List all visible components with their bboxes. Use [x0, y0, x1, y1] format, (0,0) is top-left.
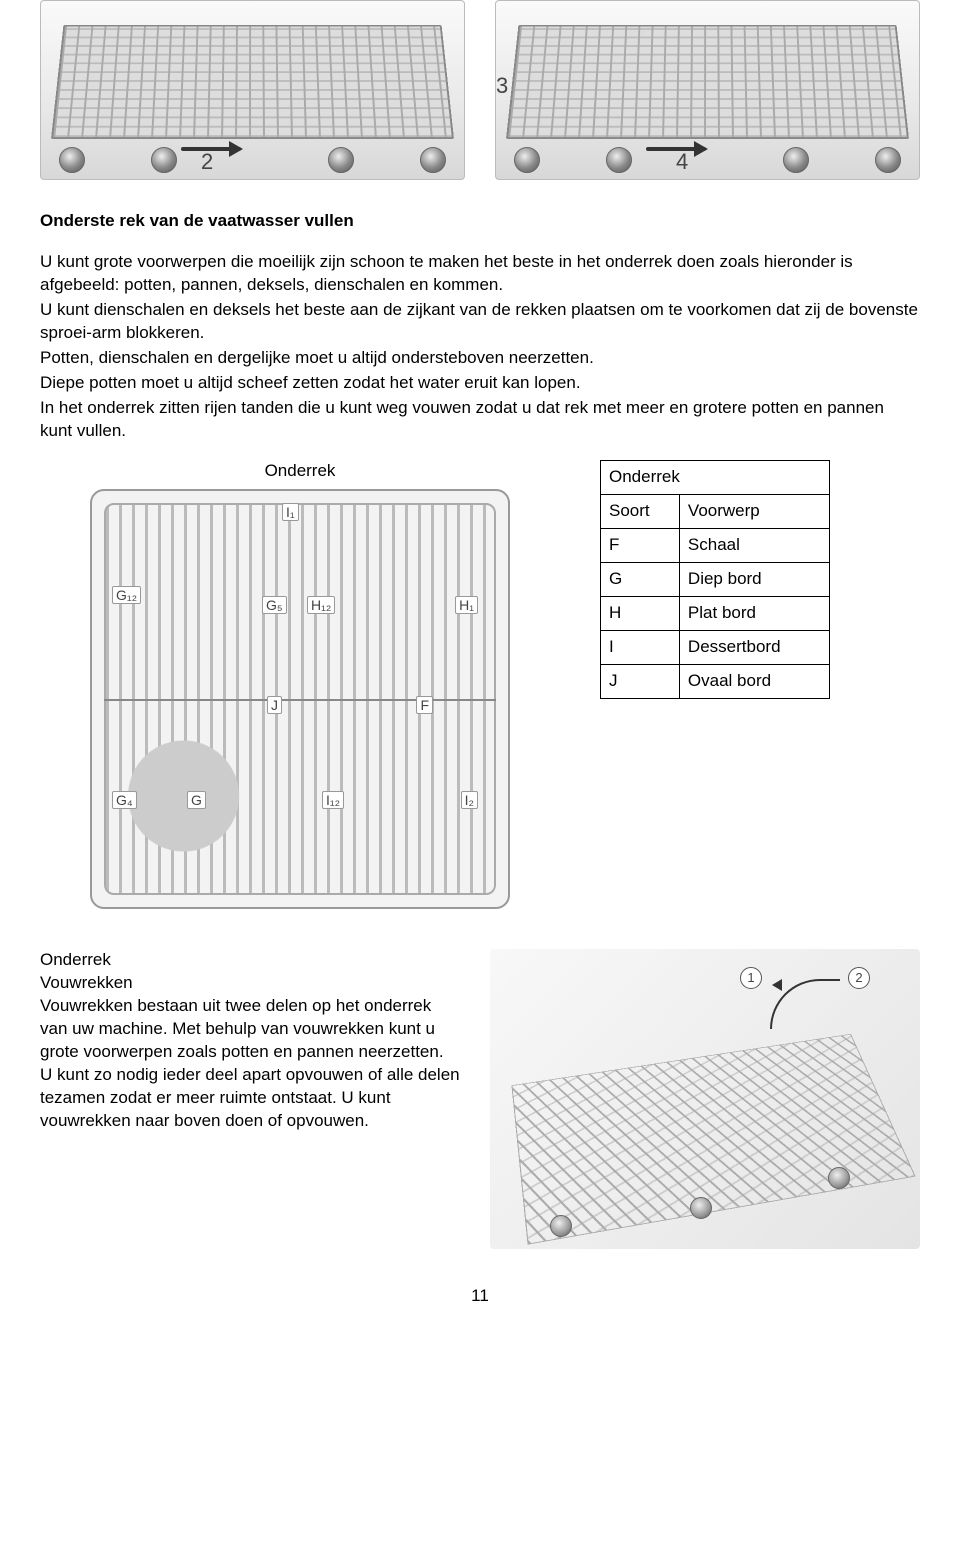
table-cell-soort: I	[601, 631, 680, 665]
label-G4: G₄	[112, 791, 137, 809]
onderrek-table-wrap: Onderrek Soort Voorwerp F Schaal G Diep …	[600, 460, 920, 699]
label-G5: G₅	[262, 596, 287, 614]
section1-body: U kunt grote voorwerpen die moeilijk zij…	[40, 251, 920, 443]
section2-line1: Onderrek	[40, 949, 460, 972]
section1-p4: Diepe potten moet u altijd scheef zetten…	[40, 372, 920, 395]
section2-body: Vouwrekken bestaan uit twee delen op het…	[40, 995, 460, 1133]
table-head-voorwerp: Voorwerp	[679, 495, 829, 529]
label-J: J	[267, 696, 282, 714]
callout-3: 3	[496, 71, 508, 101]
label-H12: H₁₂	[307, 596, 335, 614]
onderrek-figure: I₁ G₁₂ G₅ H₁₂ H₁ J F G₄ G I₁₂ I₂	[90, 489, 510, 909]
section1-p5: In het onderrek zitten rijen tanden die …	[40, 397, 920, 443]
onderrek-caption: Onderrek	[40, 460, 560, 483]
table-row: J Ovaal bord	[601, 665, 830, 699]
label-F: F	[416, 696, 433, 714]
table-row: I Dessertbord	[601, 631, 830, 665]
onderrek-table: Onderrek Soort Voorwerp F Schaal G Diep …	[600, 460, 830, 699]
vouwrekken-figure: 1 2	[490, 949, 920, 1249]
bottom-row: Onderrek Vouwrekken Vouwrekken bestaan u…	[40, 949, 920, 1249]
table-row: H Plat bord	[601, 597, 830, 631]
table-cell-soort: J	[601, 665, 680, 699]
section1-p2: U kunt dienschalen en deksels het beste …	[40, 299, 920, 345]
top-rack-figures: 2 3 4	[40, 0, 920, 180]
table-cell-voorwerp: Ovaal bord	[679, 665, 829, 699]
vouw-callout-2: 2	[848, 967, 870, 989]
section1-p1: U kunt grote voorwerpen die moeilijk zij…	[40, 251, 920, 297]
table-head-soort: Soort	[601, 495, 680, 529]
vouwrekken-text: Onderrek Vouwrekken Vouwrekken bestaan u…	[40, 949, 460, 1133]
table-cell-voorwerp: Plat bord	[679, 597, 829, 631]
table-cell-soort: H	[601, 597, 680, 631]
middle-row: Onderrek I₁ G₁₂ G₅ H₁₂ H₁ J F G₄ G I₁₂ I…	[40, 460, 920, 909]
section1-heading: Onderste rek van de vaatwasser vullen	[40, 210, 920, 233]
top-rack-right: 3 4	[495, 0, 920, 180]
table-cell-soort: F	[601, 529, 680, 563]
label-I1: I₁	[282, 503, 299, 521]
label-I12: I₁₂	[322, 791, 344, 809]
table-row: F Schaal	[601, 529, 830, 563]
label-I2: I₂	[461, 791, 478, 809]
table-cell-voorwerp: Diep bord	[679, 563, 829, 597]
label-H1: H₁	[455, 596, 478, 614]
top-rack-left: 2	[40, 0, 465, 180]
table-title: Onderrek	[601, 461, 830, 495]
label-G: G	[187, 791, 206, 809]
onderrek-figure-wrap: Onderrek I₁ G₁₂ G₅ H₁₂ H₁ J F G₄ G I₁₂ I…	[40, 460, 560, 909]
label-G12: G₁₂	[112, 586, 141, 604]
section1-p3: Potten, dienschalen en dergelijke moet u…	[40, 347, 920, 370]
table-row: G Diep bord	[601, 563, 830, 597]
table-cell-voorwerp: Dessertbord	[679, 631, 829, 665]
vouw-callout-1: 1	[740, 967, 762, 989]
table-cell-soort: G	[601, 563, 680, 597]
page-number: 11	[40, 1285, 920, 1308]
section2-line2: Vouwrekken	[40, 972, 460, 995]
table-cell-voorwerp: Schaal	[679, 529, 829, 563]
